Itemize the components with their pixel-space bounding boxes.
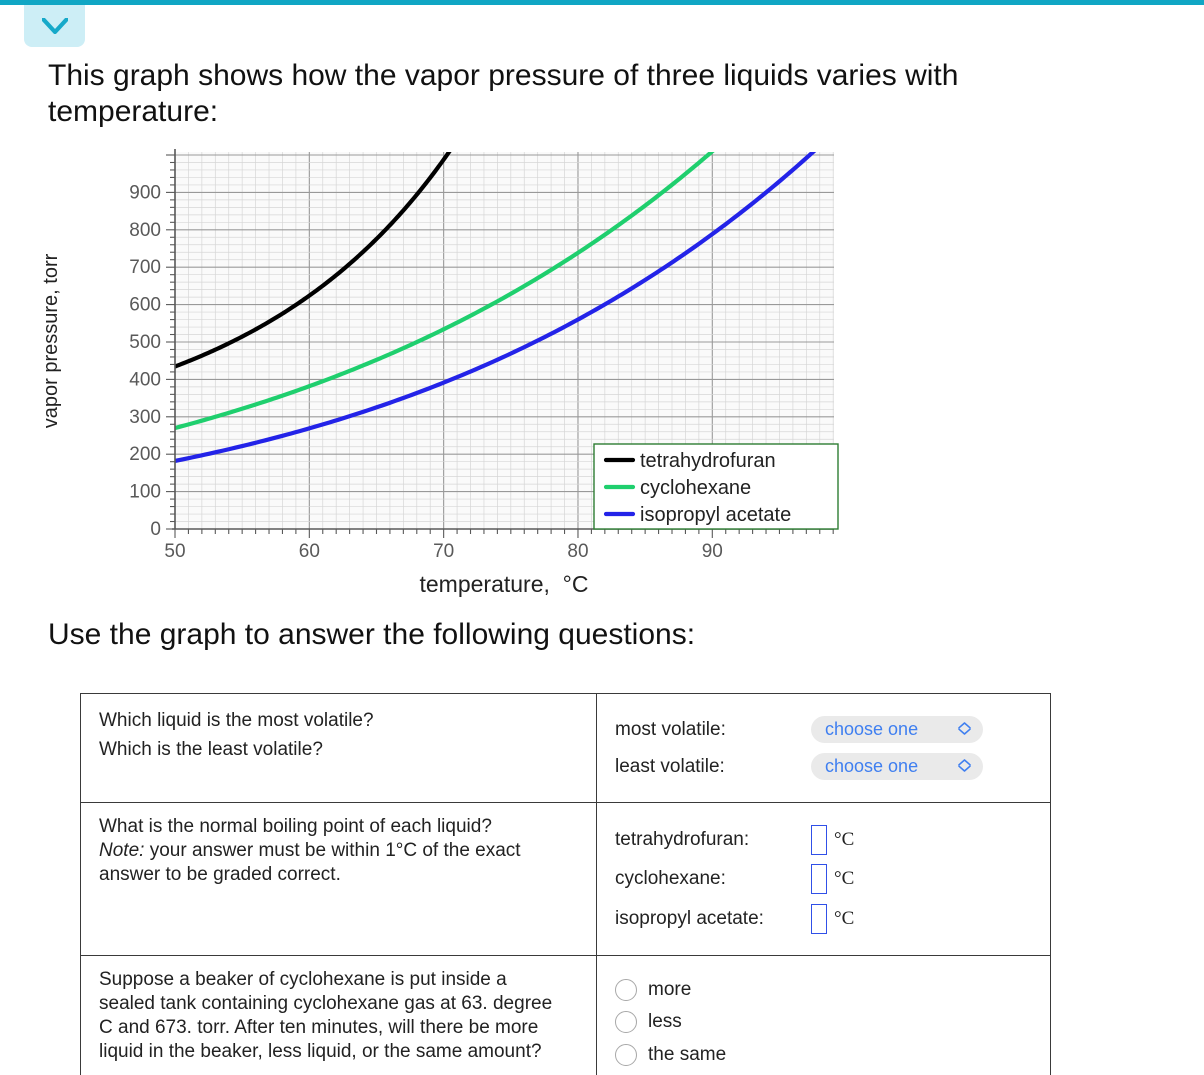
svg-text:200: 200 bbox=[129, 444, 161, 465]
svg-text:0: 0 bbox=[150, 519, 161, 540]
svg-text:cyclohexane: cyclohexane bbox=[640, 477, 751, 499]
svg-text:90: 90 bbox=[702, 541, 723, 562]
svg-text:50: 50 bbox=[164, 541, 185, 562]
svg-text:500: 500 bbox=[129, 332, 161, 353]
svg-text:100: 100 bbox=[129, 482, 161, 503]
svg-text:80: 80 bbox=[567, 541, 588, 562]
svg-text:temperature, °C: temperature, °C bbox=[420, 571, 589, 597]
svg-text:700: 700 bbox=[129, 257, 161, 278]
svg-text:70: 70 bbox=[433, 541, 454, 562]
svg-text:400: 400 bbox=[129, 369, 161, 390]
svg-text:900: 900 bbox=[129, 182, 161, 203]
svg-text:600: 600 bbox=[129, 295, 161, 316]
svg-text:800: 800 bbox=[129, 220, 161, 241]
svg-text:isopropyl acetate: isopropyl acetate bbox=[640, 504, 791, 526]
svg-text:300: 300 bbox=[129, 407, 161, 428]
svg-text:tetrahydrofuran: tetrahydrofuran bbox=[640, 450, 776, 472]
svg-text:vapor pressure, torr: vapor pressure, torr bbox=[40, 253, 62, 428]
svg-text:60: 60 bbox=[299, 541, 320, 562]
